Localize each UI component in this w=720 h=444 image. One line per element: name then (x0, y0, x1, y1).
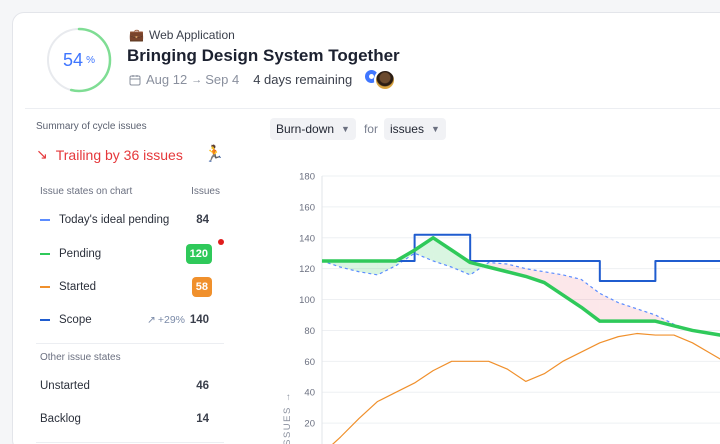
state-count: 84 (196, 214, 209, 226)
states-header-label: Issue states on chart (40, 186, 133, 197)
trailing-text: Trailing by 36 issues (55, 146, 183, 163)
for-label: for (363, 122, 378, 136)
alert-dot (218, 239, 224, 245)
progress-ring-graphic (46, 27, 112, 93)
gap-area (618, 302, 637, 322)
scope-change: ↗ +29% (147, 314, 185, 326)
runner-icon: 🏃 (204, 146, 224, 163)
state-row-unstarted[interactable]: Unstarted 46 (40, 375, 212, 397)
y-tick-label: 180 (299, 172, 315, 183)
progress-value: 54 (63, 49, 84, 70)
start-date: Aug 12 (146, 72, 188, 87)
trailing-status: ↘ Trailing by 36 issues (36, 146, 183, 163)
legend-dashed-swatch (40, 219, 50, 221)
state-row-started[interactable]: Started 58 (40, 276, 212, 298)
state-label: Pending (59, 248, 102, 260)
state-label: Backlog (40, 413, 81, 425)
gap-area (377, 260, 397, 275)
cycle-title: Bringing Design System Together (127, 46, 400, 65)
gap-area (581, 279, 600, 322)
chart-type-select[interactable]: Burn-down ▼ (270, 118, 356, 140)
y-tick-label: 20 (304, 419, 315, 430)
chevron-down-icon: ▼ (430, 124, 440, 134)
trend-up-icon: ↗ (147, 314, 156, 326)
days-remaining: 4 days remaining (253, 72, 353, 87)
project-label[interactable]: 💼 Web Application (129, 28, 235, 42)
y-tick-label: 80 (304, 326, 315, 337)
progress-unit: % (86, 55, 95, 66)
chevron-down-icon: ▼ (341, 124, 350, 134)
state-count: 140 (189, 314, 209, 326)
progress-ring: 54 % (46, 27, 112, 93)
legend-swatch (40, 319, 50, 321)
gap-area (359, 260, 378, 275)
metric-value: issues (389, 122, 424, 136)
y-axis-label: ISSUES → (282, 391, 293, 444)
progress-ring-fill (46, 27, 112, 93)
briefcase-icon: 💼 (129, 28, 144, 42)
summary-label: Summary of cycle issues (36, 121, 147, 132)
state-label: Scope (59, 314, 92, 326)
started-badge: 58 (191, 277, 212, 297)
project-name: Web Application (148, 28, 235, 42)
gap-area (507, 264, 526, 277)
state-count: 46 (196, 380, 209, 392)
y-tick-label: 100 (299, 295, 315, 306)
calendar-icon (129, 74, 141, 85)
date-range[interactable]: Aug 12 → Sep 4 4 days remaining (129, 72, 352, 87)
arrow-right-icon: → (191, 73, 203, 86)
state-row-backlog[interactable]: Backlog 14 (40, 408, 212, 430)
legend-swatch (40, 253, 50, 255)
chart-controls: Burn-down ▼ for issues ▼ (270, 118, 446, 140)
state-label: Today's ideal pending (59, 214, 170, 226)
gap-area (525, 268, 545, 283)
section-divider (36, 343, 224, 344)
burndown-chart: 020406080100120140160180ISSUES → (282, 172, 720, 444)
state-row-scope[interactable]: Scope ↗ +29% 140 (40, 309, 212, 331)
state-count: 14 (196, 413, 209, 425)
assignee-avatars[interactable] (363, 68, 403, 92)
y-tick-label: 60 (304, 357, 315, 368)
y-tick-label: 40 (304, 388, 315, 399)
avatar[interactable] (374, 69, 396, 91)
gap-area (599, 293, 619, 322)
gap-area (340, 260, 360, 272)
scope-percent: +29% (157, 314, 185, 326)
trend-down-icon: ↘ (36, 146, 48, 162)
chart-type-value: Burn-down (276, 122, 335, 136)
state-label: Unstarted (40, 380, 90, 392)
issues-column-header: Issues (191, 186, 220, 197)
series-line-pending (322, 236, 720, 337)
gap-area (433, 237, 452, 268)
gap-area (636, 308, 656, 322)
series-line-started (332, 332, 720, 444)
y-tick-label: 120 (299, 264, 315, 275)
other-states-label: Other issue states (40, 352, 121, 363)
series-line-scope (322, 233, 720, 283)
states-header: Issue states on chart Issues (40, 186, 220, 197)
gap-area (562, 274, 582, 308)
state-row-pending[interactable]: Pending 120 (40, 243, 212, 265)
section-divider (36, 442, 224, 443)
state-row-ideal[interactable]: Today's ideal pending 84 (40, 209, 212, 231)
end-date: Sep 4 (205, 72, 240, 87)
pending-badge: 120 (185, 244, 212, 264)
y-tick-label: 140 (299, 233, 315, 244)
y-tick-label: 160 (299, 202, 315, 213)
gap-area (414, 237, 434, 261)
series-line-today-s-ideal-pending (321, 252, 720, 337)
legend-swatch (40, 286, 50, 288)
cycle-card: 54 % 💼 Web Application Bringing Design S… (12, 12, 720, 444)
gap-area (544, 271, 563, 295)
state-label: Started (59, 281, 97, 293)
metric-select[interactable]: issues ▼ (383, 118, 446, 140)
header-divider (25, 108, 720, 109)
